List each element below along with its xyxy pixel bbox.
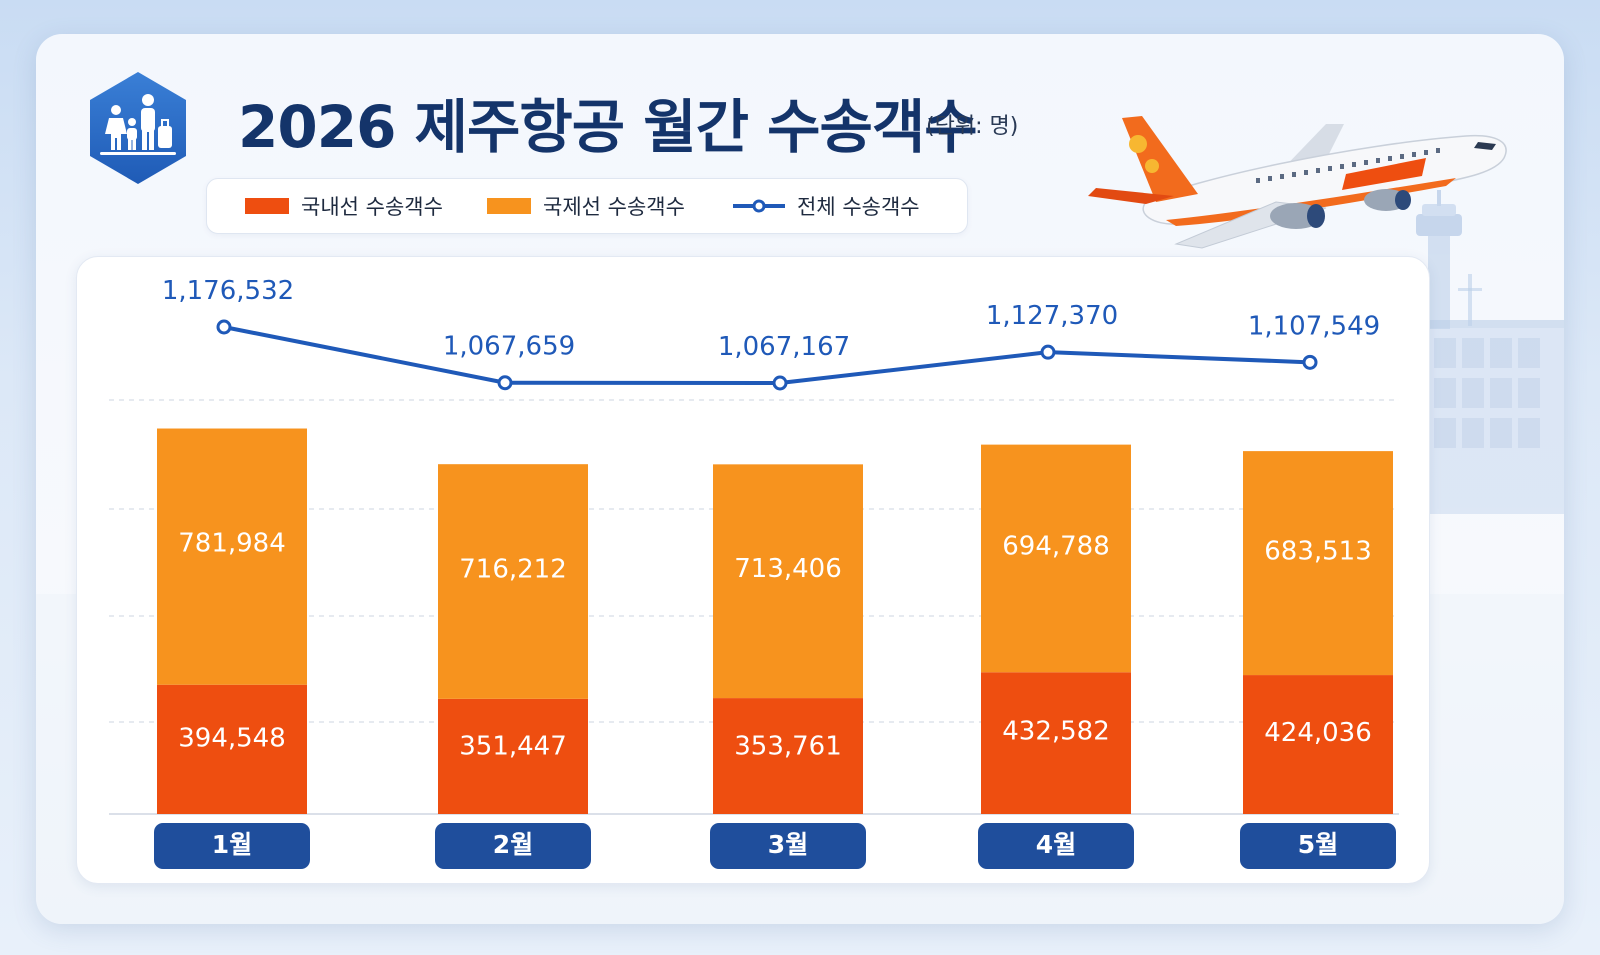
x-tick-label-1: 1월 bbox=[212, 830, 252, 859]
month-pill-1 bbox=[154, 823, 310, 869]
data-label-domestic-2: 351,447 bbox=[459, 732, 567, 762]
legend-label-international: 국제선 수송객수 bbox=[543, 195, 685, 219]
bar-international-3 bbox=[713, 464, 863, 699]
total-line bbox=[216, 319, 1318, 391]
data-label-total-5: 1,107,549 bbox=[1248, 311, 1380, 341]
bar-international-1 bbox=[157, 428, 307, 685]
data-label-international-2: 716,212 bbox=[459, 554, 567, 584]
data-label-domestic-1: 394,548 bbox=[178, 724, 286, 754]
total-point-2 bbox=[497, 375, 513, 391]
total-point-4 bbox=[1040, 344, 1056, 360]
airport-terminal-illustration bbox=[1424, 320, 1564, 514]
data-label-international-4: 694,788 bbox=[1002, 532, 1110, 562]
legend-item-domestic: 국내선 수송객수 bbox=[245, 179, 443, 233]
airplane-illustration bbox=[1088, 116, 1507, 249]
month-pill-2 bbox=[435, 823, 591, 869]
total-point-5 bbox=[1302, 354, 1318, 370]
x-tick-label-2: 2월 bbox=[493, 830, 533, 859]
family-luggage-icon bbox=[90, 72, 186, 184]
month-pill-3 bbox=[710, 823, 866, 869]
chart-area: 394,548 781,984 351,447 716,212 353,761 713,4… bbox=[109, 276, 1399, 869]
bar-domestic-2 bbox=[438, 698, 588, 814]
bar-international-2 bbox=[438, 464, 588, 699]
month-pill-5 bbox=[1240, 823, 1396, 869]
unit-note: (단위: 명) bbox=[926, 114, 1019, 139]
data-label-international-3: 713,406 bbox=[734, 554, 842, 584]
bar-international-4 bbox=[981, 444, 1131, 673]
data-label-total-1: 1,176,532 bbox=[162, 276, 294, 306]
legend-item-international: 국제선 수송객수 bbox=[487, 179, 685, 233]
data-label-domestic-3: 353,761 bbox=[734, 731, 842, 761]
legend-swatch-domestic bbox=[245, 198, 289, 214]
x-tick-label-4: 4월 bbox=[1036, 830, 1076, 859]
month-pill-4 bbox=[978, 823, 1134, 869]
control-tower-icon bbox=[1416, 190, 1462, 329]
total-point-1 bbox=[216, 319, 232, 335]
x-tick-label-3: 3월 bbox=[768, 830, 808, 859]
chart-title: 2026 제주항공 월간 수송객수 bbox=[238, 93, 978, 161]
legend-line-swatch-total bbox=[733, 199, 785, 213]
chart-panel: 394,548 781,984 351,447 716,212 353,761 713,4… bbox=[76, 256, 1430, 884]
x-tick-label-5: 5월 bbox=[1298, 830, 1338, 859]
data-label-domestic-4: 432,582 bbox=[1002, 716, 1110, 746]
infographic-card: 2026 제주항공 월간 수송객수 (단위: 명) 국내선 수송객수 국제선 수… bbox=[36, 34, 1564, 924]
data-label-international-5: 683,513 bbox=[1264, 536, 1372, 566]
data-labels: 394,548 781,984 351,447 716,212 353,761 713,4… bbox=[162, 276, 1380, 762]
bars bbox=[157, 428, 1393, 814]
bar-domestic-3 bbox=[713, 698, 863, 814]
bar-domestic-1 bbox=[157, 684, 307, 814]
data-label-international-1: 781,984 bbox=[178, 528, 286, 558]
month-labels: 1월 2월 3월 4월 5월 bbox=[154, 823, 1396, 869]
legend-item-total: 전체 수송객수 bbox=[731, 179, 920, 233]
legend-label-total: 전체 수송객수 bbox=[797, 195, 920, 219]
total-point-3 bbox=[772, 375, 788, 391]
legend: 국내선 수송객수 국제선 수송객수 전체 수송객수 bbox=[206, 178, 968, 234]
bar-international-5 bbox=[1243, 451, 1393, 676]
bar-domestic-4 bbox=[981, 672, 1131, 814]
data-label-total-3: 1,067,167 bbox=[718, 332, 850, 362]
data-label-domestic-5: 424,036 bbox=[1264, 718, 1372, 748]
legend-swatch-international bbox=[487, 198, 531, 214]
data-label-total-2: 1,067,659 bbox=[443, 332, 575, 362]
legend-label-domestic: 국내선 수송객수 bbox=[301, 195, 443, 219]
data-label-total-4: 1,127,370 bbox=[986, 301, 1118, 331]
bar-domestic-5 bbox=[1243, 675, 1393, 814]
